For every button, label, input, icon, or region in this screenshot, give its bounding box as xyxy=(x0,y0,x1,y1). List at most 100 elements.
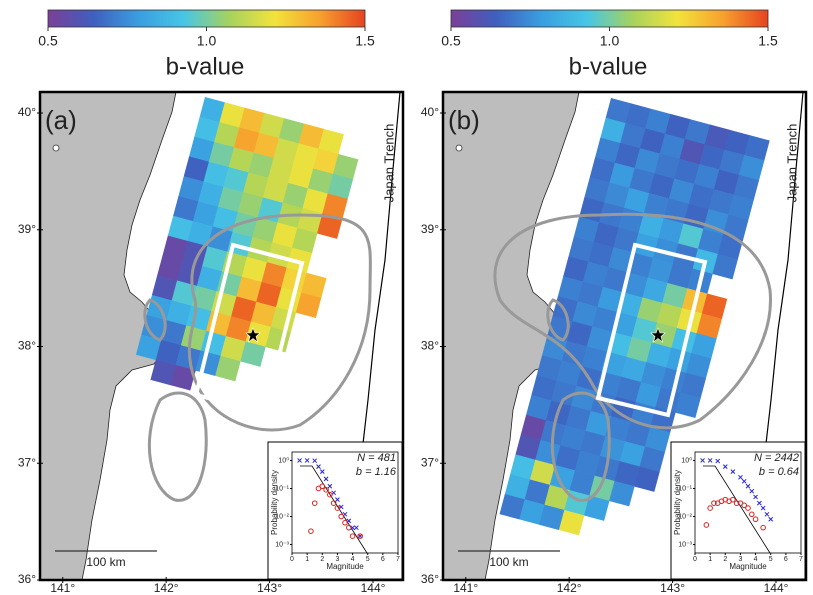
grid-cell xyxy=(233,127,260,153)
grid-cell xyxy=(654,153,680,179)
grid-cell xyxy=(293,143,319,169)
grid-cell xyxy=(214,122,240,148)
grid-cell xyxy=(704,124,731,151)
grid-cell xyxy=(189,136,215,163)
star xyxy=(245,327,261,343)
lon-tick-label: 142° xyxy=(154,581,179,595)
colorbar-tick-label: 1.5 xyxy=(355,33,375,49)
grid-cell xyxy=(662,282,688,309)
grid-cell xyxy=(623,187,650,214)
grid-cell xyxy=(215,355,241,382)
slip-contour xyxy=(143,298,208,502)
lon-tick-label: 143° xyxy=(660,581,685,595)
grid-cell xyxy=(519,499,545,525)
grid-cell xyxy=(572,301,598,327)
grid-cell xyxy=(605,416,631,442)
grid-cell xyxy=(613,227,639,253)
grid-cell xyxy=(593,222,620,248)
grid-cell xyxy=(307,168,334,194)
inset-x-tick-label: 1 xyxy=(305,556,309,563)
trench-label: Japan Trench xyxy=(381,124,396,203)
fit-line xyxy=(703,465,771,554)
grid-cell xyxy=(614,142,641,169)
grid-cell xyxy=(167,215,194,242)
grid-cell xyxy=(253,132,280,159)
cumulative-point xyxy=(764,511,770,517)
grid-cell xyxy=(658,218,684,244)
grid-cell xyxy=(510,454,536,480)
noncumulative-point xyxy=(349,533,356,539)
inset-n: N = 2442 xyxy=(754,452,799,464)
fit-line xyxy=(300,465,368,554)
grid-cell xyxy=(182,240,208,267)
lat-tick-label: 39° xyxy=(421,222,439,236)
grid-cell xyxy=(684,119,711,145)
grid-cell xyxy=(639,446,666,473)
grid-cell xyxy=(191,285,217,312)
b-value-grid xyxy=(135,97,359,391)
grid-cell xyxy=(573,216,600,243)
grid-cell xyxy=(219,102,245,128)
grid-cell xyxy=(231,296,257,322)
grid-cell xyxy=(183,156,210,182)
noncumulative-point xyxy=(760,524,766,531)
inset-x-tick-label: 2 xyxy=(723,556,727,563)
grid-cell xyxy=(577,281,604,307)
lat-tick-label: 40° xyxy=(421,105,439,119)
grid-cell xyxy=(631,317,658,343)
grid-cell xyxy=(629,168,655,194)
grid-cell xyxy=(728,194,754,221)
noncumulative-point xyxy=(308,528,314,534)
inset-x-tick-label: 3 xyxy=(738,556,742,563)
rupture-contour xyxy=(493,212,772,430)
lon-tick-label: 141° xyxy=(453,581,478,595)
grid-cell xyxy=(261,262,287,288)
grid-cell xyxy=(246,237,273,263)
noncumulative-point xyxy=(342,519,348,526)
noncumulative-point xyxy=(752,516,759,523)
grid-cell xyxy=(515,434,541,461)
grid-cell xyxy=(642,277,668,304)
grid-cell xyxy=(301,272,327,299)
grid-cell xyxy=(157,255,183,281)
grid-cell xyxy=(635,381,662,408)
grid-cell xyxy=(568,236,594,263)
lat-tick-label: 40° xyxy=(18,105,36,119)
grid-cell xyxy=(262,177,289,204)
grid-cell xyxy=(615,376,642,403)
noncumulative-point xyxy=(323,486,329,493)
grid-cell xyxy=(685,352,712,379)
grid-cell xyxy=(666,347,692,374)
noncumulative-point xyxy=(345,524,352,531)
grid-cell xyxy=(541,335,568,362)
lat-tick-label: 36° xyxy=(421,572,439,586)
grid-cell xyxy=(332,153,359,180)
grid-cell xyxy=(150,359,176,386)
grid-cell xyxy=(608,247,634,273)
grid-cell xyxy=(526,395,552,421)
inset-x-tick-label: 5 xyxy=(366,556,370,563)
cumulative-point xyxy=(357,533,363,539)
grid-cell xyxy=(561,340,588,367)
grid-cell xyxy=(647,257,674,284)
grid-cell xyxy=(703,209,729,235)
grid-cell xyxy=(207,226,233,252)
noncumulative-point xyxy=(707,505,713,511)
grid-cell xyxy=(203,161,229,188)
grid-cell xyxy=(602,267,629,293)
grid-cell xyxy=(166,300,192,326)
grid-cell xyxy=(582,261,609,288)
lon-tick-label: 141° xyxy=(50,581,75,595)
grid-cell xyxy=(298,123,325,150)
grid-cell xyxy=(499,494,525,520)
inset-y-tick-label: 10⁰ xyxy=(278,456,289,464)
noncumulative-point xyxy=(741,502,748,509)
lat-tick-label: 38° xyxy=(18,339,36,353)
grid-cell xyxy=(529,459,556,486)
grid-cell xyxy=(626,337,652,363)
inset-y-tick-label: 10⁻² xyxy=(678,513,692,520)
grid-cell xyxy=(567,321,593,347)
grid-cell xyxy=(563,256,589,282)
grid-cell xyxy=(196,266,223,292)
